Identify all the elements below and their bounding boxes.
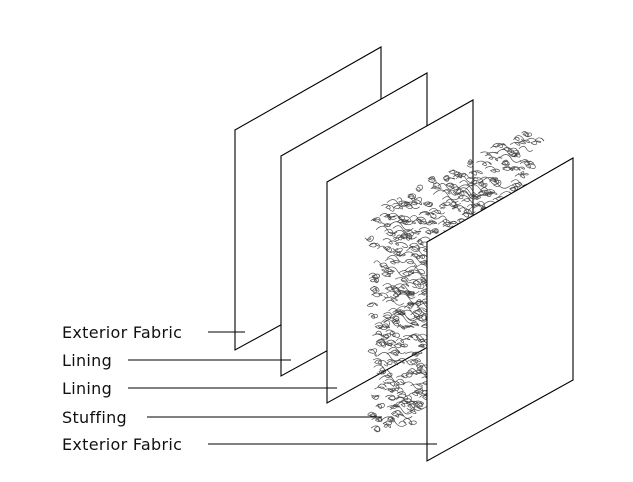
label-exterior-fabric-front: Exterior Fabric [62, 435, 182, 454]
label-lining-back: Lining [62, 351, 112, 370]
label-stuffing: Stuffing [62, 408, 127, 427]
label-lining-front: Lining [62, 379, 112, 398]
label-exterior-fabric-back: Exterior Fabric [62, 323, 182, 342]
exterior-fabric-front-panel [426, 157, 574, 462]
